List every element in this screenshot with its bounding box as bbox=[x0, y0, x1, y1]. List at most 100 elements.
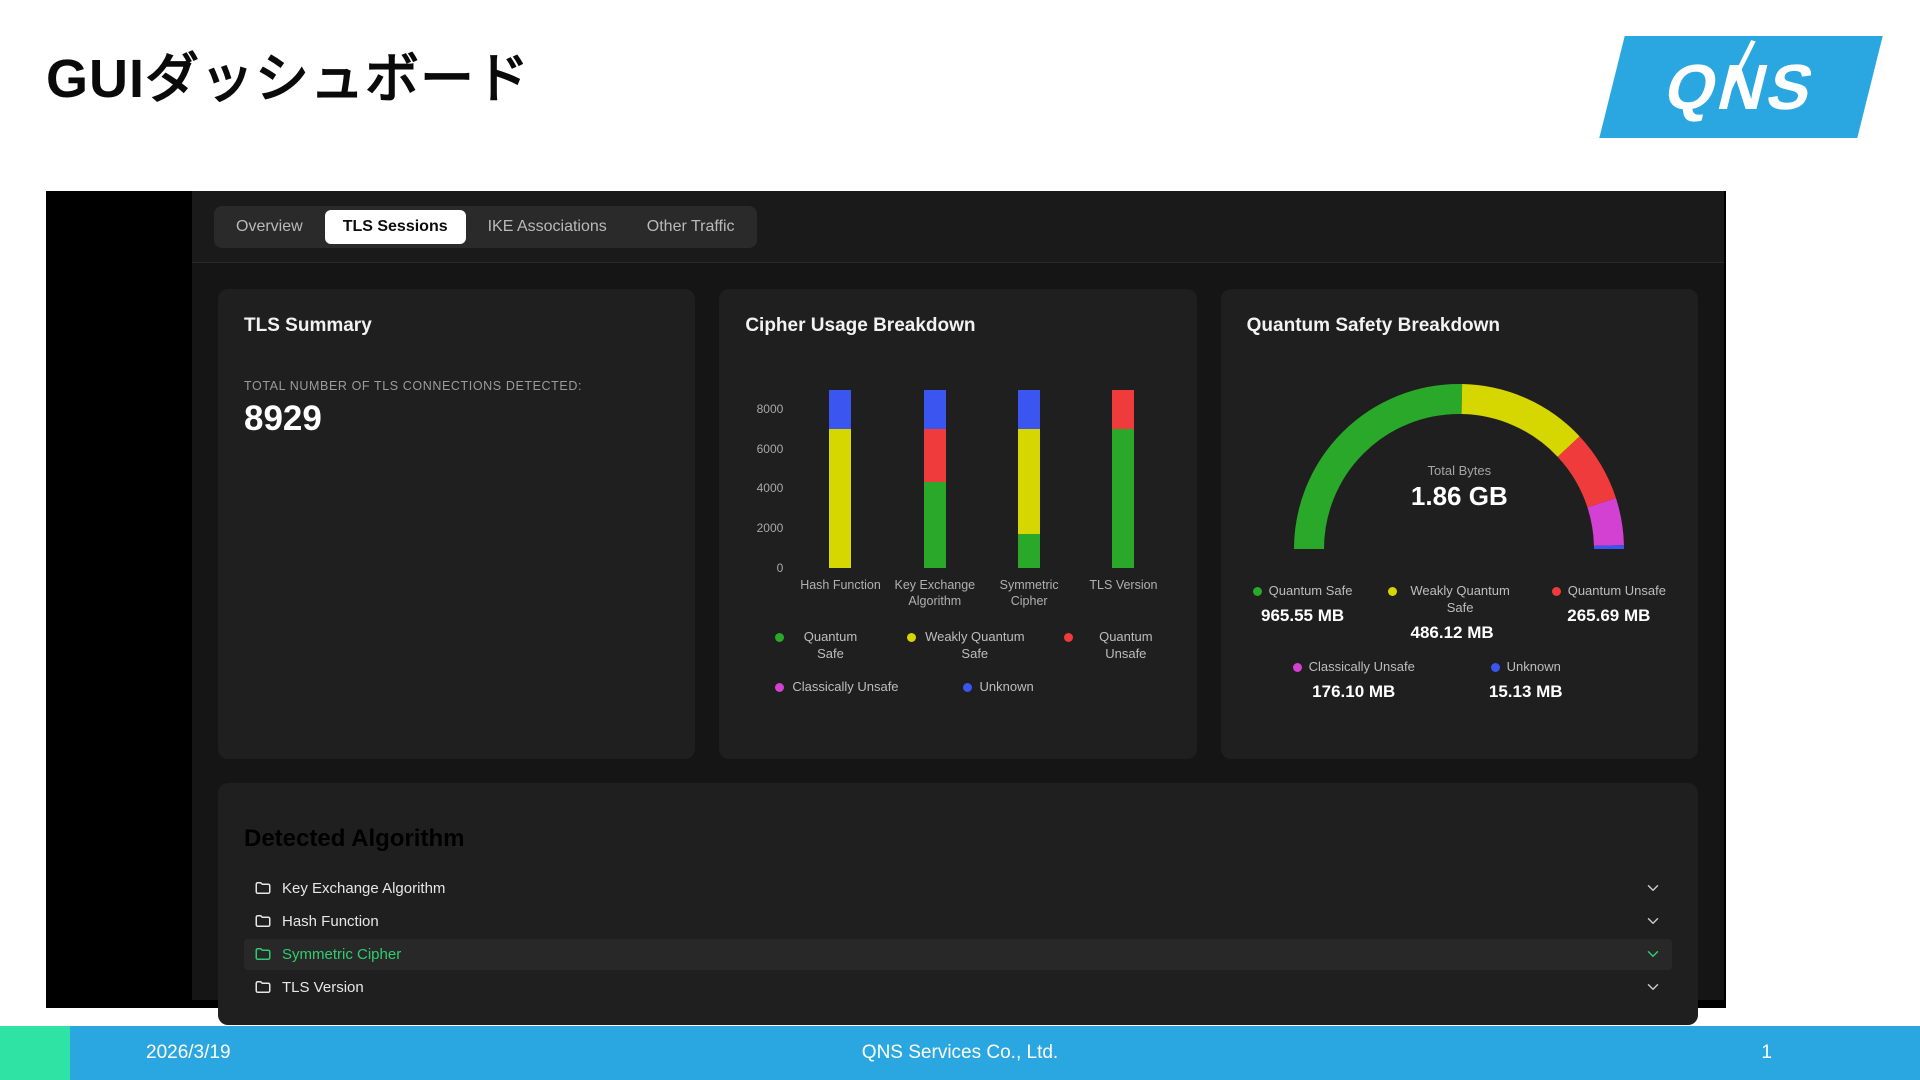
legend-item-weakly-quantum-safe: Weakly Quantum Safe bbox=[906, 629, 1026, 663]
gauge-legend-row: Classically Unsafe 176.10 MB Unknown 15.13 … bbox=[1247, 659, 1672, 702]
quantum-safety-title: Quantum Safety Breakdown bbox=[1246, 315, 1501, 336]
cipher-bar-chart: 0 2000 4000 6000 8000 Hash Function Key Excha… bbox=[745, 383, 1170, 609]
gauge-arc bbox=[1294, 384, 1625, 550]
cipher-usage-title: Cipher Usage Breakdown bbox=[745, 315, 976, 336]
stacked-bar-symmetric-cipher bbox=[1018, 390, 1041, 568]
gauge-segment-quantum-unsafe bbox=[1294, 384, 1625, 550]
legend-dot-unknown bbox=[1490, 662, 1500, 672]
gauge-legend-item-quantum-unsafe: Quantum Unsafe 265.69 MB bbox=[1551, 583, 1666, 643]
legend-label: Quantum Safe bbox=[803, 629, 858, 662]
gauge-legend-label: Unknown bbox=[1506, 658, 1561, 674]
footer-date: 2026/3/19 bbox=[146, 1042, 231, 1063]
x-axis-label: Key Exchange Algorithm bbox=[894, 578, 976, 608]
bar-column-symmetric-cipher: Symmetric Cipher bbox=[982, 383, 1076, 609]
legend-dot-classically-unsafe bbox=[1292, 662, 1302, 672]
detected-row-label: TLS Version bbox=[282, 978, 364, 996]
footer-accent-square bbox=[0, 1026, 70, 1080]
bar-column-key-exchange-algorithm: Key Exchange Algorithm bbox=[888, 383, 982, 609]
gauge-legend-row: Quantum Safe 965.55 MB Weakly Quantum Safe… bbox=[1247, 583, 1672, 643]
legend-label: Quantum Unsafe bbox=[1099, 629, 1153, 662]
detected-row-label: Key Exchange Algorithm bbox=[282, 879, 446, 897]
gauge-legend-top: Quantum Safe bbox=[1252, 583, 1353, 600]
bar-segment-quantum-safe bbox=[1112, 428, 1135, 568]
bar-chart-y-axis: 0 2000 4000 6000 8000 bbox=[745, 383, 793, 575]
stacked-bar-tls-version bbox=[1112, 390, 1135, 568]
gauge-legend-item-weakly-quantum-safe: Weakly Quantum Safe 486.12 MB bbox=[1388, 583, 1516, 643]
detected-row-hash-function[interactable]: Hash Function bbox=[244, 906, 1672, 937]
bar-segment-unknown bbox=[923, 390, 946, 429]
gauge-legend-item-unknown: Unknown 15.13 MB bbox=[1489, 659, 1563, 702]
detected-row-label: Symmetric Cipher bbox=[282, 945, 402, 963]
bar-segment-weakly-quantum-safe bbox=[1018, 428, 1041, 535]
gauge-legend-label: Quantum Unsafe bbox=[1567, 583, 1666, 598]
stacked-bar-hash-function bbox=[829, 390, 852, 568]
gauge-total-bytes: 1.86 GB bbox=[1410, 481, 1508, 511]
y-tick-label: 4000 bbox=[756, 481, 784, 496]
detected-row-key-exchange-algorithm[interactable]: Key Exchange Algorithm bbox=[244, 873, 1672, 904]
detected-algorithm-card: Detected Algorithm Key Exchange Algorith… bbox=[218, 783, 1698, 1025]
gauge-center-label: Total Bytes bbox=[1427, 463, 1492, 478]
bar-column-hash-function: Hash Function bbox=[793, 383, 887, 609]
detected-row-label: Hash Function bbox=[282, 912, 379, 930]
tab-other-traffic[interactable]: Other Traffic bbox=[646, 217, 735, 235]
bar-segment-quantum-safe bbox=[1018, 534, 1041, 568]
tab-ike-associations[interactable]: IKE Associations bbox=[487, 217, 607, 235]
legend-dot-quantum-safe bbox=[1252, 587, 1262, 596]
gauge-legend-top: Weakly Quantum Safe bbox=[1388, 583, 1516, 617]
legend-dot-weakly-quantum-safe bbox=[906, 633, 916, 643]
gauge-legend-label: Classically Unsafe bbox=[1308, 658, 1415, 674]
dashboard: Overview TLS Sessions IKE Associations Othe… bbox=[192, 191, 1724, 1025]
tab-tls-sessions[interactable]: TLS Sessions bbox=[324, 209, 466, 244]
detected-algorithm-title: Detected Algorithm bbox=[244, 824, 465, 852]
bar-segment-unknown bbox=[829, 390, 852, 429]
bar-segment-quantum-safe bbox=[923, 482, 946, 568]
quantum-safety-gauge: Total Bytes 1.86 GB bbox=[1269, 359, 1649, 559]
chevron-down-icon[interactable] bbox=[1644, 978, 1662, 996]
cards-row: TLS Summary TOTAL NUMBER OF TLS CONNECTI… bbox=[192, 263, 1724, 759]
x-axis-label: Hash Function bbox=[800, 578, 881, 592]
gauge-legend-value: 265.69 MB bbox=[1567, 605, 1651, 625]
stacked-bar-key-exchange-algorithm bbox=[923, 390, 946, 568]
qns-logo: QNS bbox=[1599, 36, 1883, 138]
footer-page-number: 1 bbox=[1761, 1042, 1772, 1063]
legend-label: Unknown bbox=[979, 679, 1034, 695]
tls-summary-card: TLS Summary TOTAL NUMBER OF TLS CONNECTI… bbox=[218, 289, 696, 759]
chevron-down-icon[interactable] bbox=[1644, 879, 1662, 897]
bar-column-tls-version: TLS Version bbox=[1076, 383, 1170, 609]
tls-summary-title: TLS Summary bbox=[244, 315, 372, 336]
gauge-legend-label: Quantum Safe bbox=[1268, 583, 1353, 598]
tab-overview[interactable]: Overview bbox=[236, 217, 303, 235]
chevron-down-icon[interactable] bbox=[1644, 945, 1662, 963]
bar-segment-weakly-quantum-safe bbox=[829, 428, 852, 568]
gauge-legend-value: 486.12 MB bbox=[1410, 622, 1494, 642]
folder-icon bbox=[255, 915, 271, 928]
detected-row-tls-version[interactable]: TLS Version bbox=[244, 972, 1672, 1003]
gauge-segment-quantum-safe bbox=[1294, 384, 1625, 550]
detected-row-symmetric-cipher[interactable]: Symmetric Cipher bbox=[244, 938, 1672, 970]
y-tick-label: 2000 bbox=[756, 521, 784, 536]
gauge-legend-label: Weakly Quantum Safe bbox=[1410, 583, 1510, 615]
gauge-legend-value: 15.13 MB bbox=[1488, 681, 1563, 701]
gauge-legend-item-quantum-safe: Quantum Safe 965.55 MB bbox=[1252, 583, 1353, 643]
tab-group: Overview TLS Sessions IKE Associations Othe… bbox=[214, 205, 757, 248]
footer-company: QNS Services Co., Ltd. bbox=[861, 1042, 1059, 1063]
legend-item-unknown: Unknown bbox=[962, 679, 1034, 696]
slide-footer: 2026/3/19 QNS Services Co., Ltd. 1 bbox=[0, 1026, 1920, 1080]
bar-segment-unknown bbox=[1018, 390, 1041, 429]
y-tick-label: 8000 bbox=[756, 401, 784, 416]
legend-item-quantum-unsafe: Quantum Unsafe bbox=[1063, 629, 1171, 663]
gauge-legend-value: 965.55 MB bbox=[1260, 605, 1345, 625]
folder-icon bbox=[255, 948, 271, 961]
y-tick-label: 0 bbox=[776, 561, 784, 575]
gauge-legend-top: Unknown bbox=[1490, 658, 1561, 676]
legend-dot-weakly-quantum-safe bbox=[1388, 587, 1398, 596]
legend-dot-quantum-safe bbox=[775, 633, 785, 643]
tab-bar: Overview TLS Sessions IKE Associations Othe… bbox=[192, 191, 1724, 263]
legend-dot-quantum-unsafe bbox=[1551, 587, 1561, 596]
folder-icon bbox=[255, 882, 271, 895]
y-tick-label: 6000 bbox=[756, 441, 784, 456]
legend-dot-quantum-unsafe bbox=[1063, 633, 1073, 643]
gauge-center-text: Total Bytes 1.86 GB bbox=[1269, 463, 1649, 512]
legend-item-quantum-safe: Quantum Safe bbox=[775, 629, 868, 663]
chevron-down-icon[interactable] bbox=[1644, 912, 1662, 930]
